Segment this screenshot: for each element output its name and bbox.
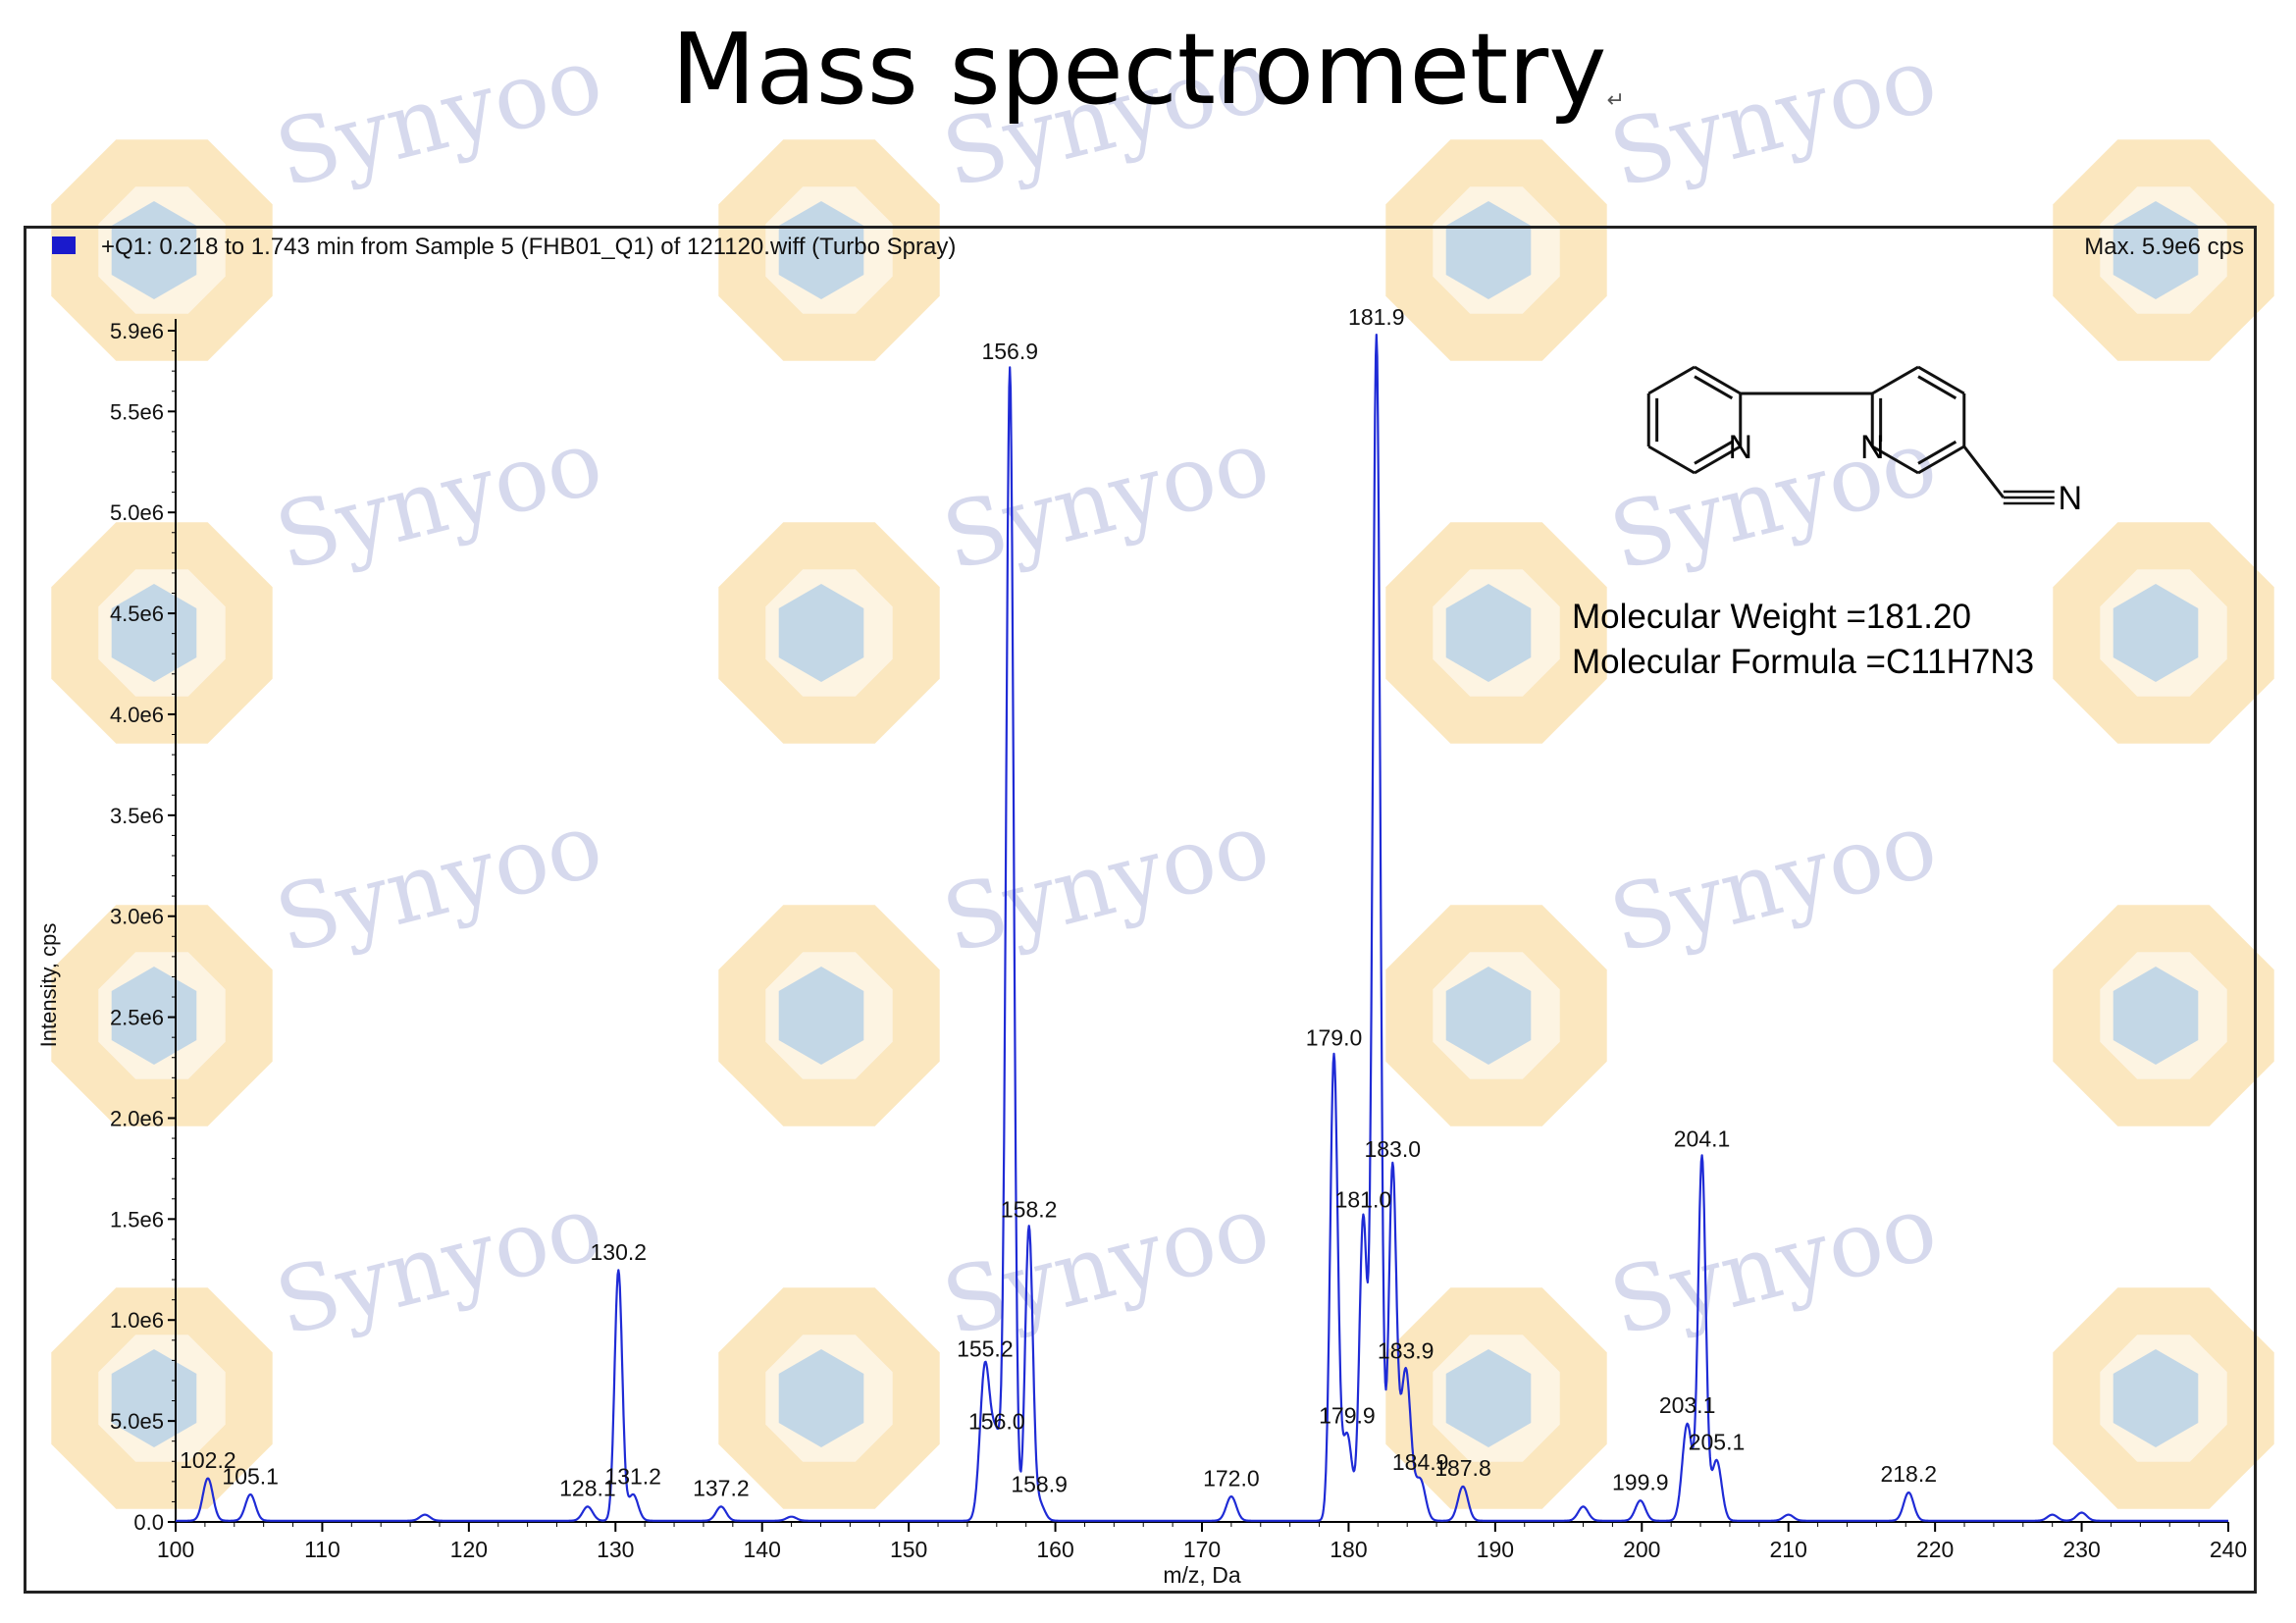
x-tick-label: 220 [1916, 1537, 1954, 1562]
ring-bond [1917, 365, 1965, 395]
y-tick-label: 3.5e6 [110, 804, 164, 828]
paragraph-mark-icon: ↵ [1606, 88, 1625, 113]
peak-label: 156.9 [981, 339, 1038, 364]
peak-label: 203.1 [1659, 1392, 1716, 1418]
peak-label: 181.9 [1348, 304, 1405, 330]
peak-label: 204.1 [1674, 1126, 1731, 1152]
nitrogen-atom-label: N [1860, 429, 1885, 466]
y-tick-label: 3.0e6 [110, 905, 164, 929]
ring-bond [1871, 445, 1919, 475]
ring-bond [1694, 445, 1742, 475]
peak-label: 131.2 [604, 1463, 661, 1489]
x-tick-label: 150 [890, 1537, 927, 1562]
peak-label: 172.0 [1203, 1465, 1260, 1491]
chart-description: +Q1: 0.218 to 1.743 min from Sample 5 (F… [101, 234, 956, 260]
ring-double-bond [1694, 375, 1734, 400]
y-tick-label: 5.9e6 [110, 319, 164, 343]
peak-label: 183.0 [1364, 1136, 1421, 1162]
peak-label: 183.9 [1378, 1338, 1435, 1364]
y-tick-label: 1.0e6 [110, 1308, 164, 1333]
y-tick-label: 2.0e6 [110, 1106, 164, 1130]
ring-double-bond [1917, 440, 1957, 465]
spectrum-line [175, 334, 2229, 1522]
x-tick-label: 100 [157, 1537, 194, 1562]
nitrogen-atom-label: N [2058, 480, 2082, 517]
y-tick-label: 2.5e6 [110, 1006, 164, 1030]
x-axis-label: m/z, Da [1163, 1562, 1240, 1588]
x-tick-label: 120 [450, 1537, 488, 1562]
y-tick-label: 5.0e6 [110, 500, 164, 525]
x-tick-label: 140 [744, 1537, 781, 1562]
peak-label: 158.9 [1011, 1471, 1068, 1496]
molecule-structure: N N N [1646, 365, 2082, 517]
peak-label: 181.0 [1335, 1186, 1392, 1212]
y-tick-label: 0.0 [133, 1510, 164, 1535]
y-tick-label: 5.5e6 [110, 399, 164, 424]
x-tick-label: 200 [1623, 1537, 1660, 1562]
x-tick-label: 110 [304, 1537, 340, 1562]
x-tick-label: 210 [1770, 1537, 1807, 1562]
peak-label: 158.2 [1001, 1197, 1058, 1223]
molecule-info: Molecular Weight =181.20 Molecular Formu… [1572, 595, 2034, 685]
peak-label: 184.9 [1392, 1449, 1449, 1475]
ring-bond [1917, 445, 1965, 475]
slide-title: Mass spectrometry↵ [0, 12, 2296, 127]
peak-label: 130.2 [590, 1239, 647, 1265]
ring-bond [1647, 445, 1696, 475]
peak-label: 128.1 [559, 1476, 616, 1501]
peak-label: 137.2 [693, 1476, 750, 1501]
peak-label: 199.9 [1612, 1469, 1669, 1494]
molecular-formula: Molecular Formula =C11H7N3 [1572, 643, 2035, 681]
y-tick-label: 4.5e6 [110, 602, 164, 626]
spectrum-trace [175, 334, 2229, 1522]
x-tick-label: 230 [2062, 1537, 2100, 1562]
molecular-weight: Molecular Weight =181.20 [1572, 598, 1971, 636]
peak-label: 187.8 [1435, 1455, 1491, 1481]
peak-label: 218.2 [1880, 1461, 1937, 1487]
peak-label: 179.9 [1319, 1403, 1376, 1429]
peak-label: 155.2 [957, 1336, 1014, 1362]
x-tick-label: 130 [597, 1537, 634, 1562]
y-tick-label: 5.0e5 [110, 1409, 164, 1434]
ring-bond [1694, 365, 1742, 395]
peak-label: 156.0 [968, 1409, 1025, 1435]
ring-double-bond [1917, 375, 1957, 400]
nitrogen-atom-label: N [1728, 429, 1752, 466]
y-tick-label: 4.0e6 [110, 703, 164, 727]
nitrile-bond [1962, 445, 2005, 498]
x-tick-label: 190 [1477, 1537, 1514, 1562]
chart-frame: +Q1: 0.218 to 1.743 min from Sample 5 (F… [24, 226, 2257, 1594]
y-tick-label: 1.5e6 [110, 1207, 164, 1231]
x-tick-label: 160 [1036, 1537, 1073, 1562]
chart-max-intensity: Max. 5.9e6 cps [2084, 234, 2244, 260]
peak-label: 179.0 [1306, 1025, 1363, 1051]
peak-label: 105.1 [222, 1463, 279, 1489]
y-axis-label: Intensity, cps [36, 923, 61, 1048]
peak-label: 102.2 [180, 1447, 236, 1473]
slide-title-text: Mass spectrometry [671, 12, 1607, 127]
spectrum-chart: +Q1: 0.218 to 1.743 min from Sample 5 (F… [36, 234, 2247, 1588]
legend-swatch [52, 236, 76, 254]
ring-double-bond [1694, 440, 1734, 465]
ring-bond [1647, 365, 1696, 395]
axes: 0.0 5.0e5 1.0e6 1.5e6 2.0e6 2.5e6 3.0e6 3.5e6 4.… [36, 319, 2247, 1588]
x-tick-label: 170 [1183, 1537, 1221, 1562]
x-tick-label: 240 [2210, 1537, 2247, 1562]
x-tick-label: 180 [1330, 1537, 1367, 1562]
peak-label: 205.1 [1689, 1429, 1746, 1454]
ring-bond [1871, 365, 1919, 395]
